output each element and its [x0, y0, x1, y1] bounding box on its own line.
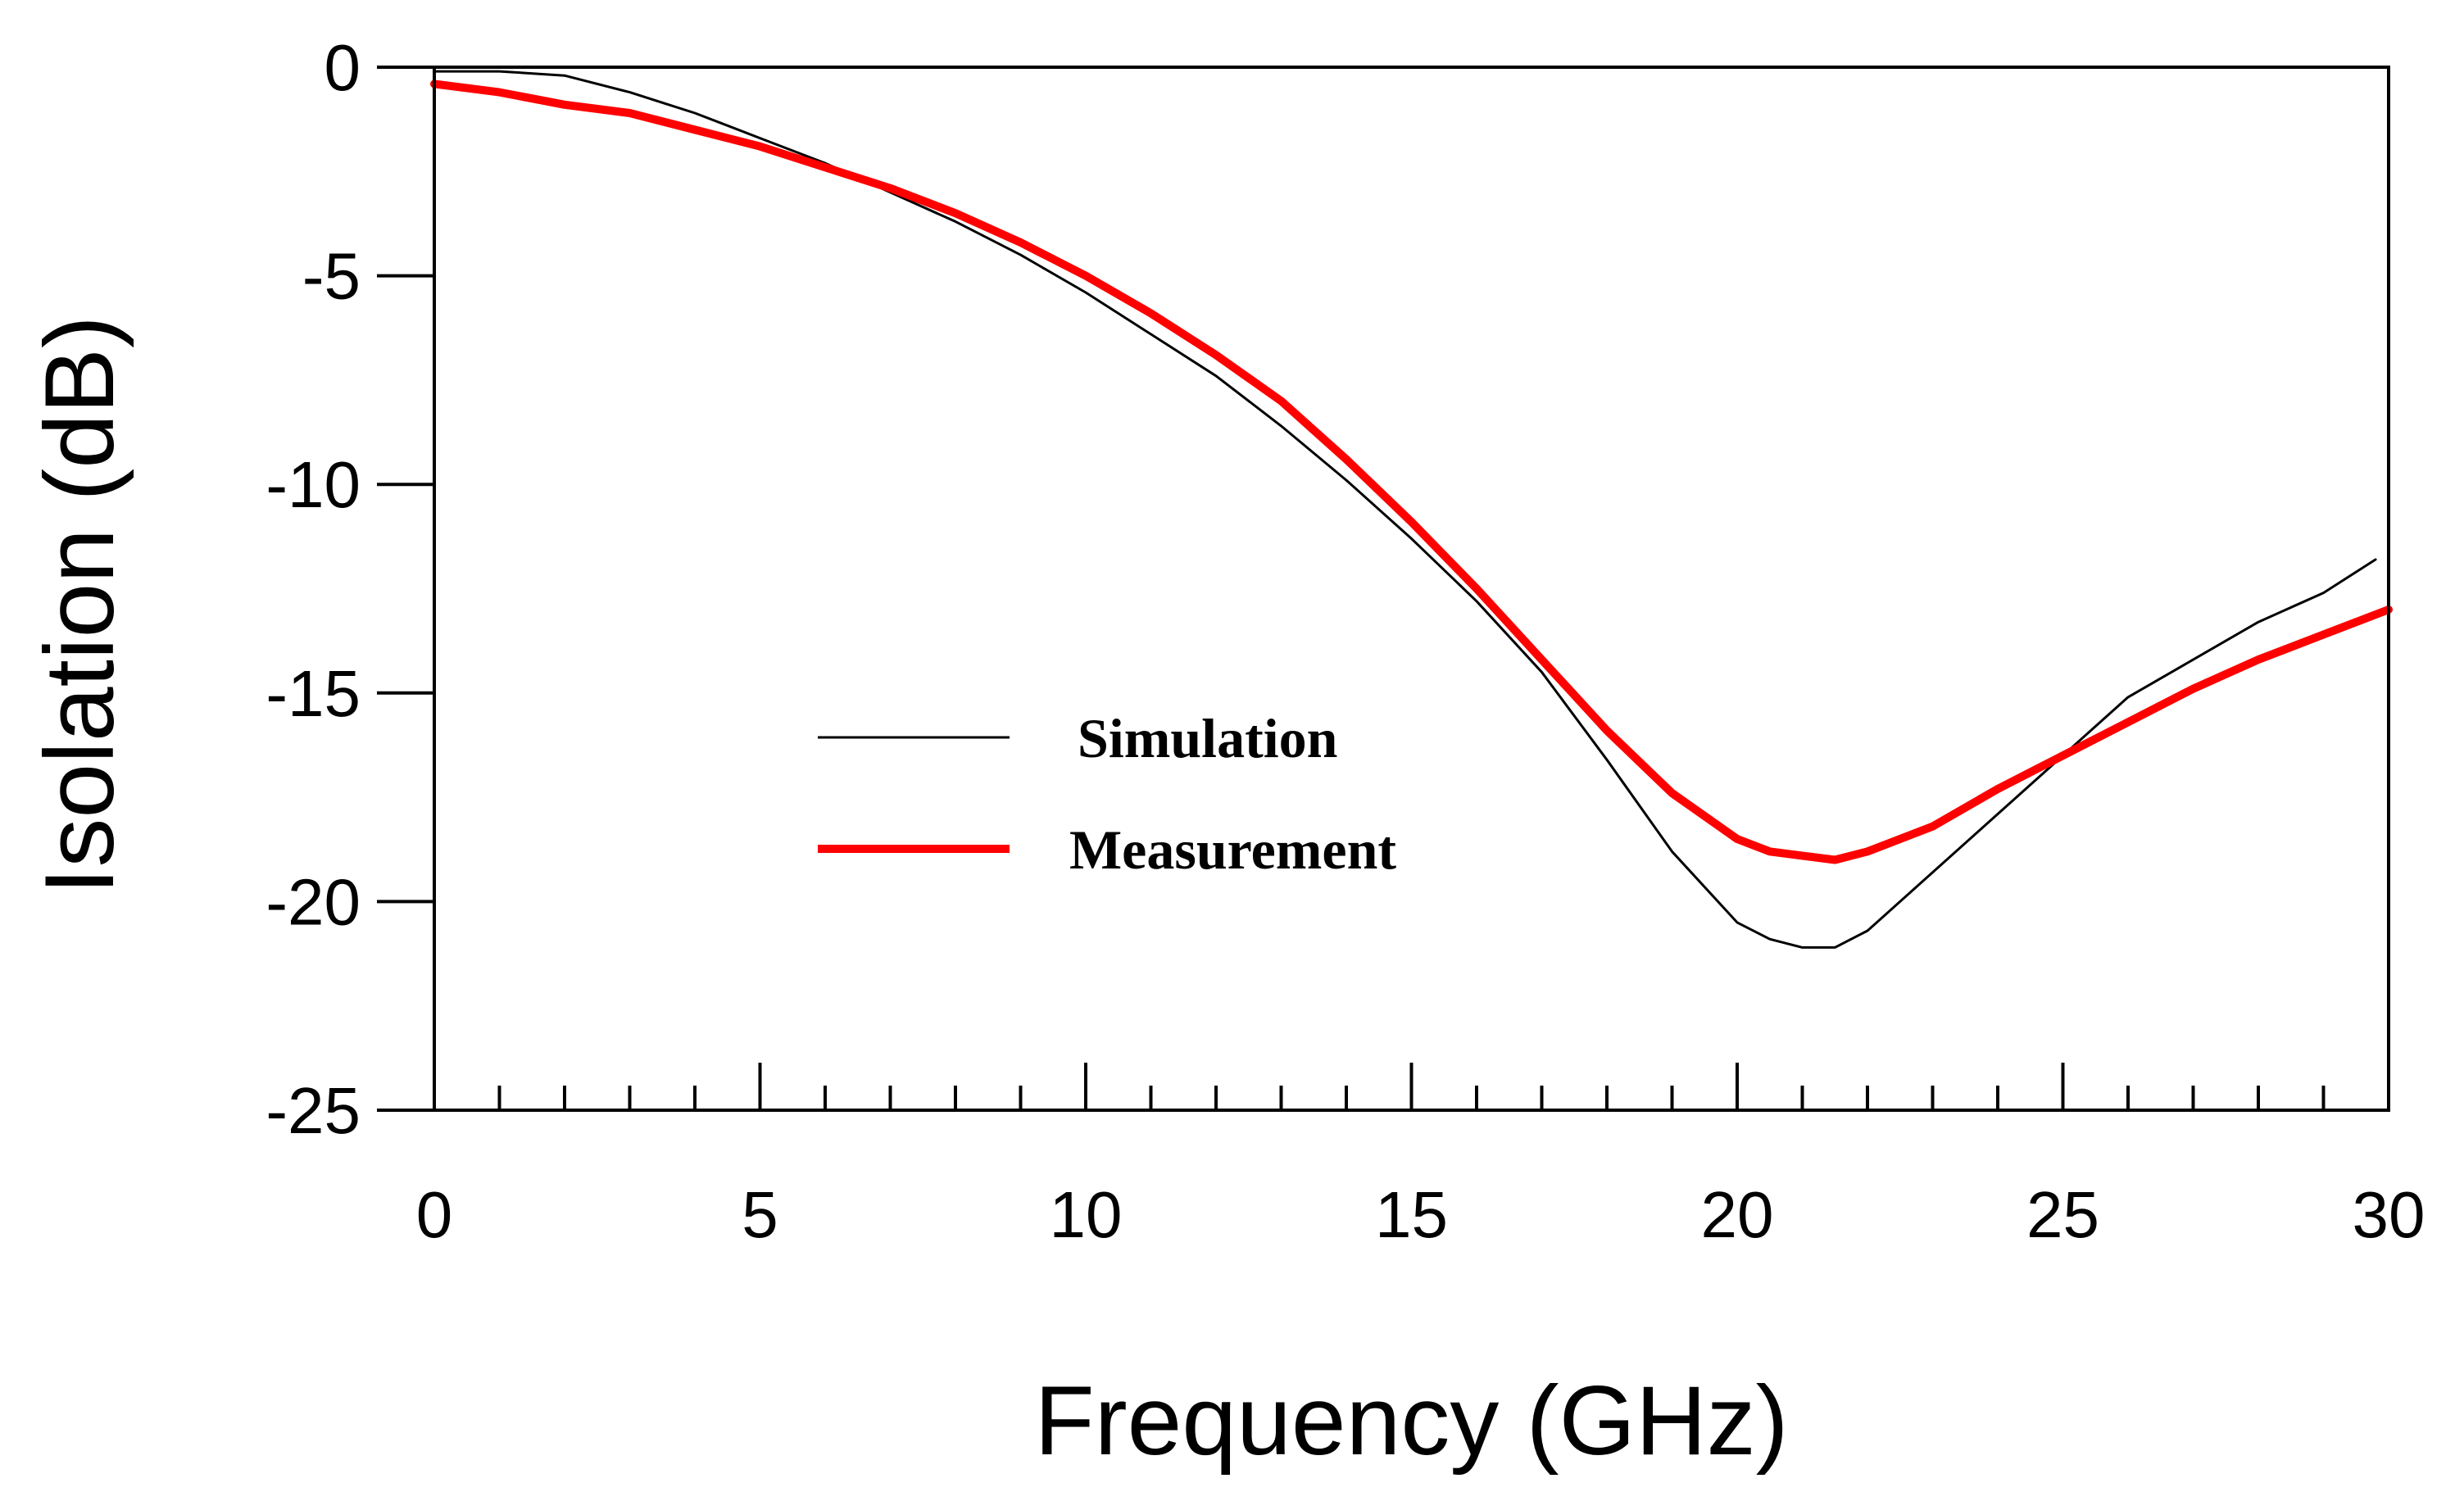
y-tick-label: -15 [265, 657, 361, 730]
y-tick-label: -25 [265, 1074, 361, 1147]
x-tick-label: 15 [1375, 1178, 1448, 1251]
y-tick-label: -5 [302, 240, 361, 313]
y-tick-label: -20 [265, 865, 361, 938]
x-axis-ticks [433, 1063, 2390, 1110]
series-layer [430, 70, 2393, 949]
series-line-measurement [430, 79, 2393, 864]
plot-area-frame [433, 66, 2390, 1112]
y-tick-label: -10 [265, 448, 361, 521]
x-tick-label: 5 [742, 1178, 778, 1251]
x-tick-label: 10 [1050, 1178, 1123, 1251]
legend: Simulation Measurement [818, 707, 1396, 881]
x-axis-tick-labels: 0 5 10 15 20 25 30 [416, 1178, 2425, 1251]
x-tick-label: 0 [416, 1178, 453, 1251]
series-line-simulation [433, 70, 2377, 949]
x-tick-label: 25 [2026, 1178, 2099, 1251]
x-tick-label: 20 [1701, 1178, 1774, 1251]
y-axis-ticks [377, 66, 434, 1112]
x-tick-label: 30 [2353, 1178, 2425, 1251]
legend-label-simulation: Simulation [1078, 707, 1337, 769]
legend-label-measurement: Measurement [1069, 819, 1396, 881]
y-tick-label: 0 [324, 31, 361, 104]
y-axis-tick-labels: 0 -5 -10 -15 -20 -25 [265, 31, 361, 1147]
y-axis-title: Isolation (dB) [25, 315, 134, 895]
x-axis-title: Frequency (GHz) [1034, 1366, 1788, 1476]
